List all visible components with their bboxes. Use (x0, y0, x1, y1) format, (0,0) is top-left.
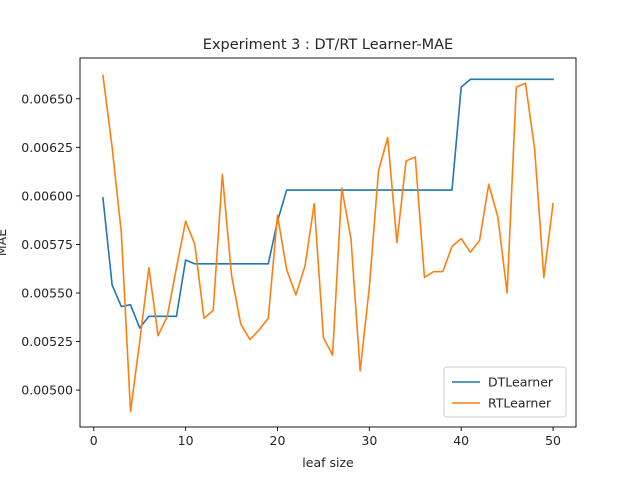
legend-box (443, 366, 567, 418)
y-axis: 0.00500 0.00525 0.00550 0.00575 0.00600 0.006… (21, 91, 80, 398)
y-tick-label: 0.00575 (21, 237, 73, 252)
y-tick-label: 0.00600 (21, 188, 73, 203)
legend: DTLearner RTLearner (443, 366, 567, 418)
legend-label-dtlearner: DTLearner (488, 375, 554, 390)
x-axis-title: leaf size (302, 455, 354, 470)
y-tick-label: 0.00500 (21, 383, 73, 398)
x-axis: 0 10 20 30 40 50 (90, 427, 561, 448)
x-tick-label: 40 (453, 433, 469, 448)
x-tick-label: 0 (90, 433, 98, 448)
y-axis-title: MAE (0, 229, 9, 256)
y-tick-label: 0.00625 (21, 140, 73, 155)
plot-frame (79, 57, 577, 428)
y-tick-label: 0.00550 (21, 285, 73, 300)
x-tick-label: 20 (270, 433, 286, 448)
x-tick-label: 30 (361, 433, 377, 448)
y-tick-label: 0.00525 (21, 334, 73, 349)
series-line-dtlearner (102, 78, 554, 329)
legend-label-rtlearner: RTLearner (488, 396, 552, 411)
x-tick-label: 50 (545, 433, 561, 448)
plot-area (79, 57, 577, 428)
y-tick-label: 0.00650 (21, 91, 73, 106)
series-line-rtlearner (102, 74, 554, 413)
x-tick-label: 10 (178, 433, 194, 448)
chart-title: Experiment 3 : DT/RT Learner-MAE (203, 37, 453, 53)
